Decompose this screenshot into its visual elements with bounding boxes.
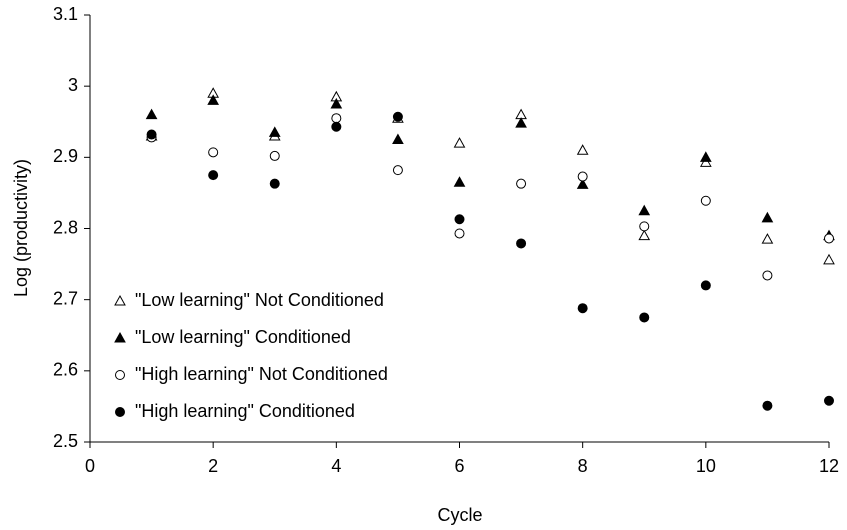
x-tick-label: 6 (454, 456, 464, 476)
circle-marker (516, 178, 527, 189)
triangle-marker (638, 229, 651, 241)
triangle-marker (207, 94, 220, 105)
y-tick-label: 2.5 (53, 431, 78, 451)
circle-marker (639, 312, 650, 323)
x-tick-label: 12 (819, 456, 839, 476)
x-tick-label: 8 (578, 456, 588, 476)
triangle-marker (453, 176, 466, 187)
y-tick-label: 2.7 (53, 288, 78, 308)
triangle-marker (268, 126, 281, 137)
circle-marker (762, 400, 773, 411)
circle-marker (269, 150, 280, 161)
circle-marker (269, 178, 280, 189)
legend-marker (115, 407, 125, 417)
triangle-marker (576, 144, 589, 155)
triangle-marker (576, 178, 589, 189)
triangle-marker (823, 253, 835, 265)
circle-marker (331, 113, 342, 124)
y-tick-label: 3.1 (53, 4, 78, 24)
y-tick-label: 3 (68, 75, 78, 95)
legend-label: "High learning" Not Conditioned (135, 364, 388, 384)
circle-marker (392, 165, 403, 176)
circle-marker (824, 395, 834, 406)
circle-marker (392, 111, 403, 122)
x-tick-label: 10 (696, 456, 716, 476)
legend-label: "Low learning" Conditioned (135, 327, 351, 347)
circle-marker (454, 214, 465, 225)
triangle-marker (761, 233, 774, 244)
legend-marker (115, 370, 125, 380)
circle-marker (331, 121, 342, 132)
circle-marker (762, 270, 773, 281)
triangle-marker (761, 211, 774, 223)
legend-label: "Low learning" Not Conditioned (135, 290, 384, 310)
legend-marker (114, 294, 126, 306)
x-tick-label: 4 (331, 456, 341, 476)
y-tick-label: 2.8 (53, 217, 78, 237)
y-tick-label: 2.9 (53, 146, 78, 166)
circle-marker (639, 221, 650, 232)
x-tick-label: 0 (85, 456, 95, 476)
y-axis-label: Log (productivity) (11, 159, 31, 297)
triangle-marker (453, 137, 466, 148)
triangle-marker (392, 133, 404, 145)
circle-marker (577, 303, 588, 314)
circle-marker (577, 171, 588, 182)
circle-marker (516, 238, 527, 249)
triangle-marker (699, 151, 712, 162)
legend-marker (114, 331, 126, 343)
circle-marker (208, 170, 219, 181)
circle-marker (700, 280, 711, 291)
circle-marker (208, 147, 219, 158)
triangle-marker (638, 204, 651, 216)
circle-marker (700, 195, 711, 206)
x-tick-label: 2 (208, 456, 218, 476)
circle-marker (454, 228, 465, 239)
triangle-marker (515, 117, 527, 128)
circle-marker (824, 233, 834, 244)
triangle-marker (330, 97, 343, 109)
circle-marker (146, 129, 157, 140)
triangle-marker (145, 108, 158, 120)
x-axis-label: Cycle (437, 505, 482, 525)
y-tick-label: 2.6 (53, 360, 78, 380)
legend-label: "High learning" Conditioned (135, 401, 355, 421)
